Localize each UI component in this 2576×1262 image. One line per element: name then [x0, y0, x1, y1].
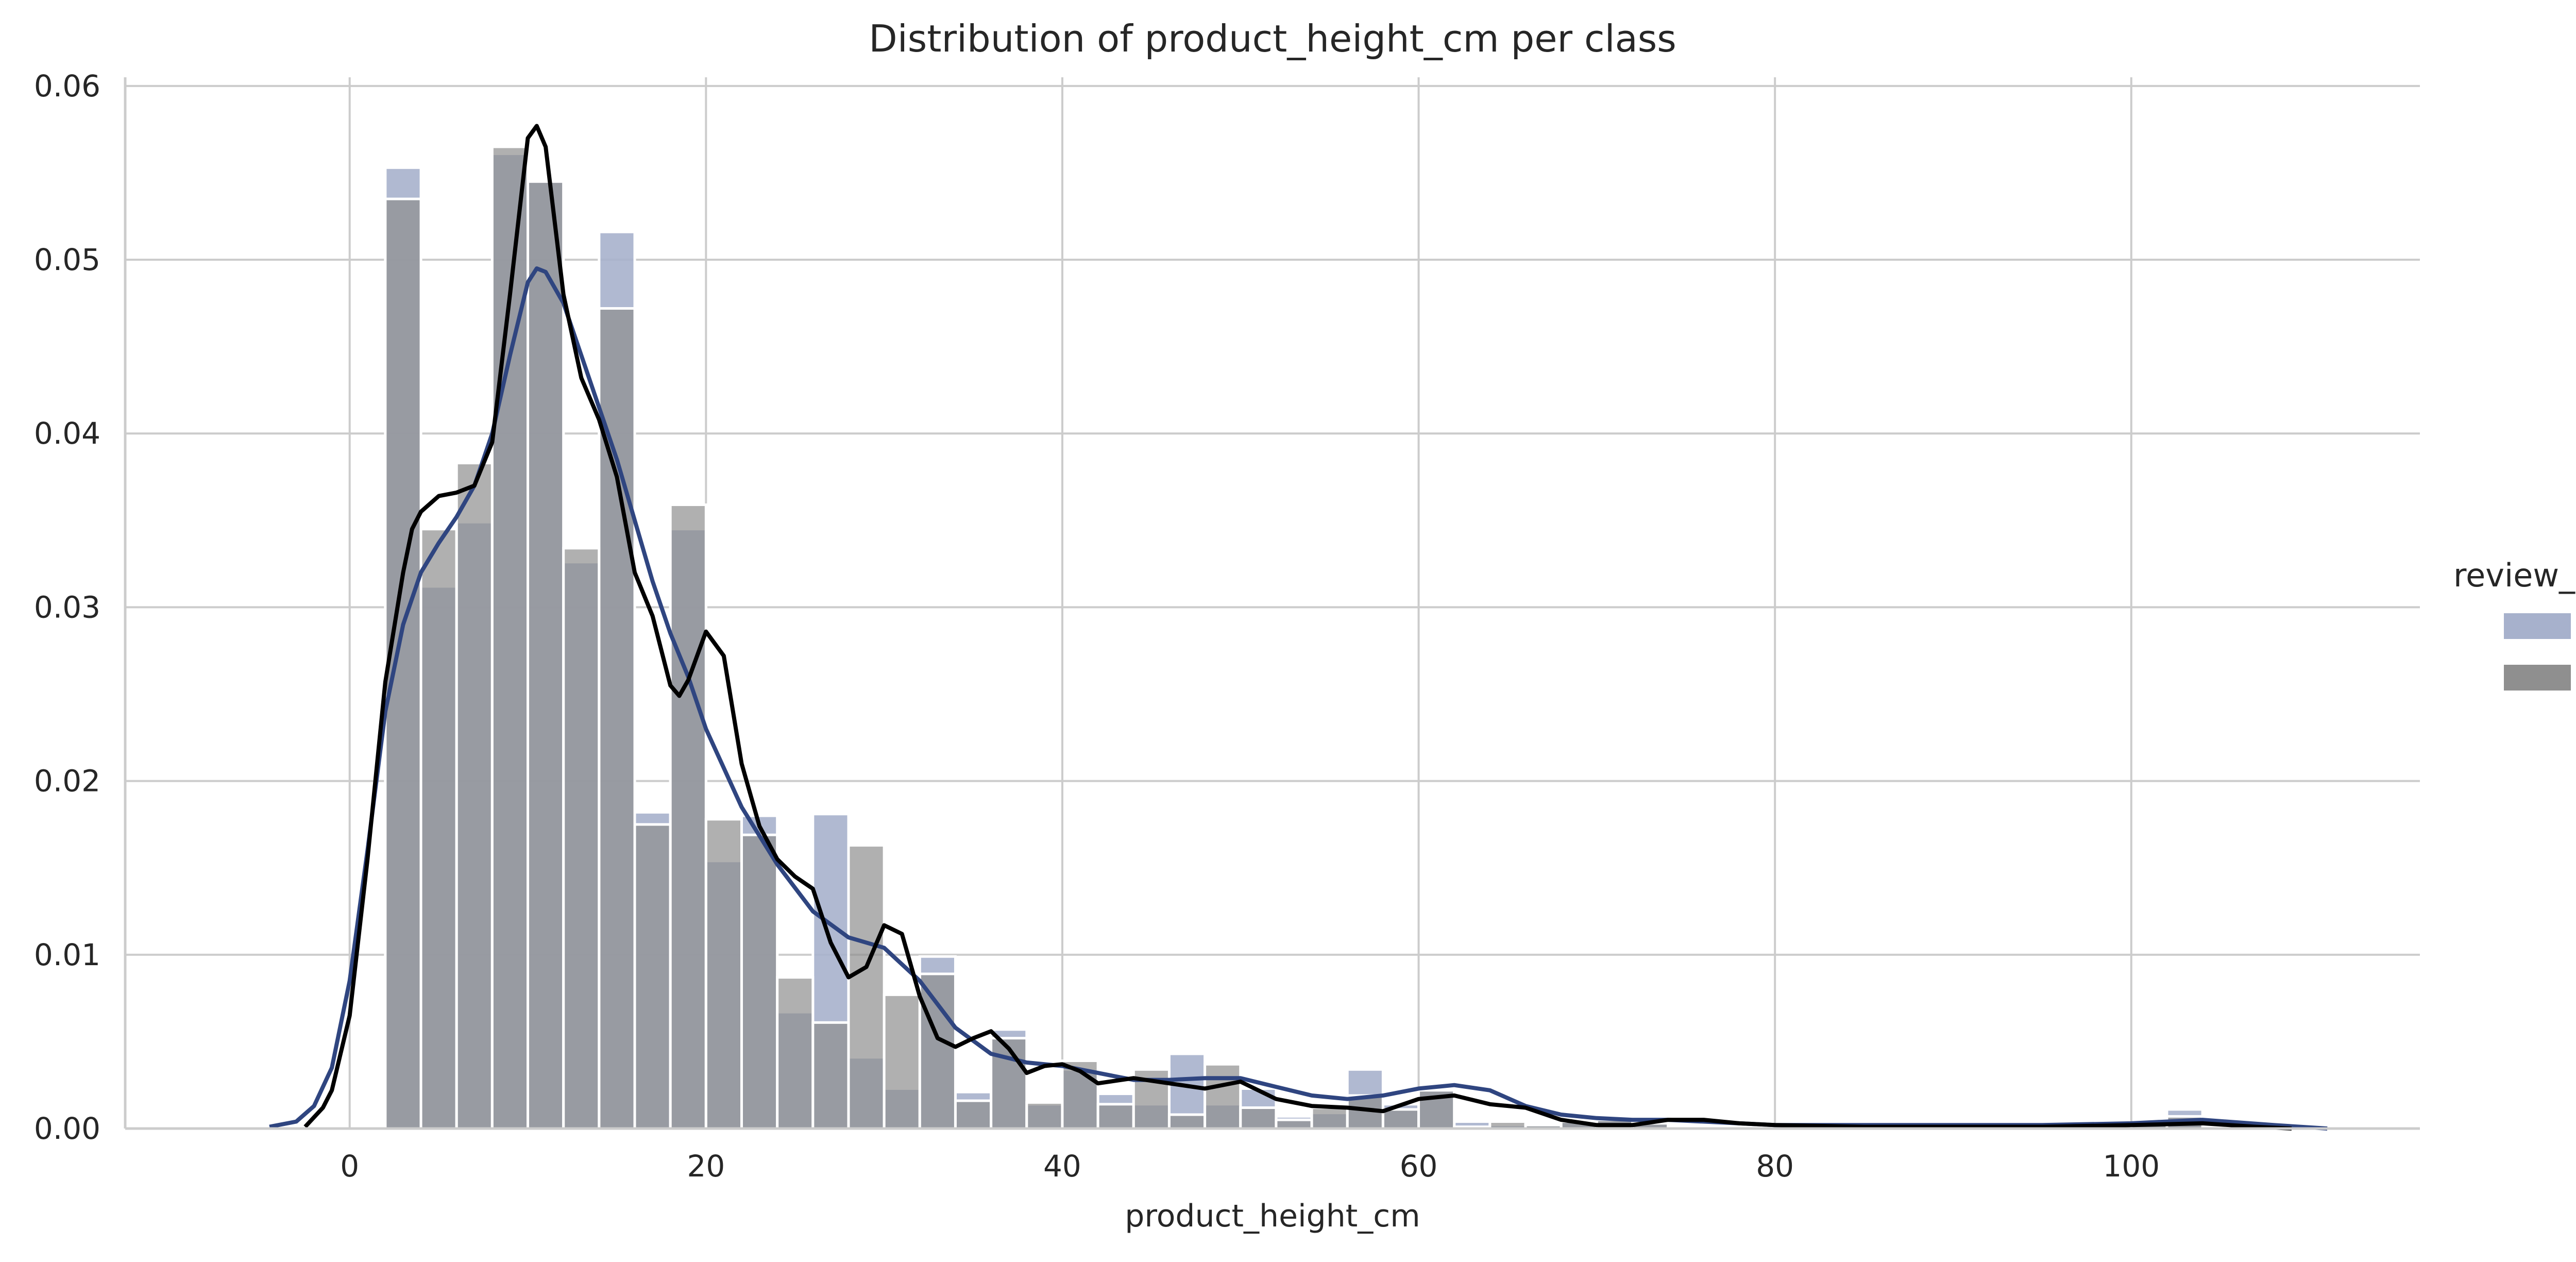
legend-swatch-1 [2504, 665, 2571, 691]
y-tick-label-2: 0.02 [34, 764, 100, 799]
kde-curves [269, 124, 2328, 1131]
bar-series-1-bin-5 [562, 547, 601, 1130]
y-tick-label-6: 0.06 [34, 69, 100, 104]
y-tick-label-1: 0.01 [34, 937, 100, 972]
x-tick-labels: 0 20 40 60 80 100 [340, 1149, 2160, 1184]
bar-series-1-bin-11 [776, 976, 815, 1130]
x-tick-label-1: 20 [687, 1149, 725, 1184]
kde-line-series-1 [303, 124, 2292, 1131]
axis-spines [124, 77, 2420, 1130]
legend-swatch-0 [2504, 613, 2571, 639]
bar-series-1-bin-8 [669, 503, 707, 1130]
y-tick-label-0: 0.00 [34, 1111, 100, 1146]
bar-series-1-bin-26 [1310, 1106, 1349, 1130]
bar-series-1-bin-18 [1025, 1101, 1064, 1130]
bar-series-1-bin-0 [384, 197, 422, 1130]
legend: review_score 0 1 [2453, 557, 2576, 691]
bar-series-1-bin-13 [847, 844, 886, 1130]
bar-series-1-bin-7 [633, 823, 672, 1130]
x-tick-label-0: 0 [340, 1149, 359, 1184]
x-axis-label: product_height_cm [1125, 1198, 1420, 1234]
bar-series-1-bin-24 [1239, 1106, 1278, 1130]
bar-series-1-bin-4 [527, 180, 565, 1130]
bar-series-1-bin-14 [883, 993, 921, 1130]
bar-series-1-bin-12 [811, 1021, 850, 1130]
bar-series-1-bin-25 [1275, 1118, 1313, 1130]
y-tick-label-5: 0.05 [34, 242, 100, 277]
bar-series-1-bin-10 [740, 833, 779, 1130]
bar-series-1-bin-16 [954, 1099, 993, 1130]
bar-series-1-bin-15 [918, 972, 957, 1130]
y-tick-label-4: 0.04 [34, 416, 100, 451]
bar-series-1-bin-1 [419, 528, 458, 1130]
bar-series-1-bin-22 [1167, 1113, 1207, 1130]
chart-title: Distribution of product_height_cm per cl… [869, 17, 1676, 60]
x-tick-label-5: 100 [2103, 1149, 2160, 1184]
y-tick-label-3: 0.03 [34, 590, 100, 625]
bar-series-1-bin-20 [1096, 1103, 1135, 1130]
bar-series-1-bin-28 [1381, 1108, 1420, 1130]
bar-series-1-bin-2 [455, 462, 494, 1130]
legend-title: review_score [2453, 557, 2576, 594]
x-tick-label-4: 80 [1756, 1149, 1794, 1184]
y-tick-labels: 0.00 0.01 0.02 0.03 0.04 0.05 0.06 [34, 69, 100, 1146]
bar-series-1-bin-23 [1204, 1063, 1242, 1130]
bar-series-1-bin-9 [704, 818, 743, 1130]
x-tick-label-3: 60 [1400, 1149, 1438, 1184]
x-tick-label-2: 40 [1043, 1149, 1081, 1184]
